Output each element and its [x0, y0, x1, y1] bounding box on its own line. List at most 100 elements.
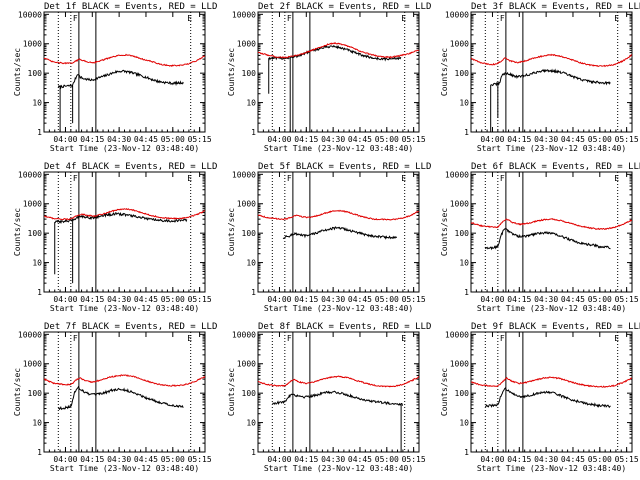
y-tick-label: 1000 [450, 360, 469, 369]
chart-title: Det 7f BLACK = Events, RED = LLD [44, 322, 217, 332]
y-tick-label: 1000 [23, 360, 42, 369]
y-tick-label: 10 [32, 99, 42, 108]
y-tick-label: 1000 [237, 200, 256, 209]
series-events-line [484, 227, 611, 251]
x-tick-label: 04:15 [80, 135, 104, 144]
y-tick-label: 10 [246, 99, 256, 108]
marker-E: E [187, 14, 192, 23]
series-lld-line [470, 53, 632, 68]
y-axis-label: Counts/sec [13, 368, 22, 416]
y-tick-label: 1000 [450, 40, 469, 49]
series-events-line [282, 226, 398, 240]
x-tick-label: 04:00 [53, 295, 77, 304]
x-tick-label: 05:15 [615, 295, 639, 304]
marker-E: E [614, 14, 619, 23]
y-tick-label: 100 [455, 389, 470, 398]
x-tick-label: 04:30 [321, 295, 345, 304]
series-lld-line [257, 209, 420, 221]
y-tick-label: 10000 [18, 330, 42, 339]
series-events-line [57, 385, 184, 411]
marker-E: E [401, 334, 406, 343]
series-lld-line [257, 41, 420, 59]
chart-panel-9: Det 9f BLACK = Events, RED = LLD 1 10 100 10… [440, 322, 640, 473]
marker-F: F [500, 334, 505, 343]
x-tick-label: 05:00 [375, 455, 399, 464]
y-tick-label: 10 [459, 99, 469, 108]
x-axis-label: Start Time (23-Nov-12 03:48:40) [477, 304, 626, 313]
marker-F: F [287, 334, 292, 343]
series-events-line [485, 387, 611, 409]
y-tick-label: 1000 [237, 360, 256, 369]
chart-panel-4: Det 4f BLACK = Events, RED = LLD 1 10 100 10… [13, 162, 217, 313]
marker-F: F [73, 174, 78, 183]
series-events-line [57, 69, 184, 90]
y-tick-label: 100 [28, 389, 43, 398]
marker-F: F [500, 174, 505, 183]
x-tick-label: 05:15 [188, 295, 212, 304]
y-tick-label: 10 [246, 419, 256, 428]
y-tick-label: 1 [251, 288, 256, 297]
x-tick-label: 04:45 [134, 455, 158, 464]
series-events-line [490, 68, 611, 87]
x-axis-label: Start Time (23-Nov-12 03:48:40) [50, 464, 199, 473]
y-tick-label: 100 [242, 69, 257, 78]
y-tick-label: 100 [28, 69, 43, 78]
series-lld-line [43, 53, 205, 67]
x-tick-label: 04:45 [561, 135, 585, 144]
x-tick-label: 05:00 [161, 295, 185, 304]
y-tick-label: 1 [37, 128, 42, 137]
x-axis-label: Start Time (23-Nov-12 03:48:40) [264, 304, 413, 313]
x-tick-label: 04:45 [348, 455, 372, 464]
x-axis-label: Start Time (23-Nov-12 03:48:40) [50, 144, 199, 153]
x-tick-label: 05:00 [161, 455, 185, 464]
x-tick-label: 04:00 [53, 455, 77, 464]
chart-panel-3: Det 3f BLACK = Events, RED = LLD 1 10 100 10… [440, 2, 640, 153]
x-tick-label: 05:15 [188, 455, 212, 464]
x-tick-label: 05:15 [402, 455, 426, 464]
x-tick-label: 05:00 [588, 135, 612, 144]
plot-frame [257, 171, 420, 293]
x-tick-label: 04:00 [480, 295, 504, 304]
x-tick-label: 04:30 [321, 455, 345, 464]
x-tick-label: 04:30 [321, 135, 345, 144]
series-events-line [54, 211, 188, 225]
x-axis-label: Start Time (23-Nov-12 03:48:40) [264, 144, 413, 153]
x-tick-label: 04:30 [534, 295, 558, 304]
y-axis-label: Counts/sec [13, 48, 22, 96]
y-tick-label: 10000 [445, 10, 469, 19]
chart-title: Det 8f BLACK = Events, RED = LLD [258, 322, 431, 332]
y-tick-label: 10000 [232, 170, 256, 179]
x-tick-label: 05:15 [615, 135, 639, 144]
x-tick-label: 04:45 [348, 295, 372, 304]
x-tick-label: 04:15 [507, 295, 531, 304]
series-lld-line [470, 218, 633, 231]
x-tick-label: 04:15 [294, 455, 318, 464]
y-axis-label: Counts/sec [440, 208, 449, 256]
marker-E: E [614, 334, 619, 343]
marker-F: F [287, 174, 292, 183]
y-tick-label: 10 [32, 259, 42, 268]
y-tick-label: 100 [242, 389, 257, 398]
y-axis-label: Counts/sec [227, 48, 236, 96]
y-tick-label: 1000 [450, 200, 469, 209]
y-tick-label: 10000 [445, 330, 469, 339]
x-tick-label: 04:45 [561, 455, 585, 464]
chart-title: Det 9f BLACK = Events, RED = LLD [471, 322, 640, 332]
y-tick-label: 1000 [23, 200, 42, 209]
marker-E: E [187, 174, 192, 183]
marker-F: F [500, 14, 505, 23]
y-tick-label: 1000 [237, 40, 256, 49]
plot-frame [43, 171, 206, 293]
y-tick-label: 1 [251, 128, 256, 137]
x-axis-label: Start Time (23-Nov-12 03:48:40) [477, 144, 626, 153]
y-tick-label: 1000 [23, 40, 42, 49]
y-tick-label: 10000 [445, 170, 469, 179]
x-tick-label: 04:15 [80, 295, 104, 304]
x-tick-label: 04:00 [480, 455, 504, 464]
chart-panel-2: Det 2f BLACK = Events, RED = LLD 1 10 100 10… [227, 2, 431, 153]
marker-F: F [73, 14, 78, 23]
x-tick-label: 04:30 [107, 455, 131, 464]
x-tick-label: 04:00 [267, 295, 291, 304]
y-tick-label: 100 [455, 69, 470, 78]
plot-frame [43, 331, 206, 453]
